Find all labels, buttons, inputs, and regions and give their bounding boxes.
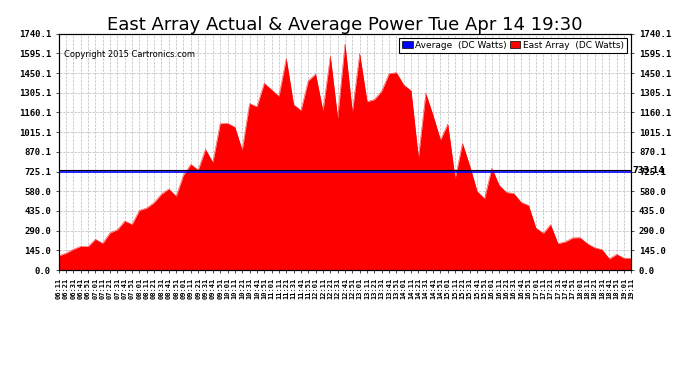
Legend: Average  (DC Watts), East Array  (DC Watts): Average (DC Watts), East Array (DC Watts…	[399, 38, 627, 53]
Text: Copyright 2015 Cartronics.com: Copyright 2015 Cartronics.com	[64, 50, 195, 59]
Text: 733.14: 733.14	[633, 166, 664, 175]
Title: East Array Actual & Average Power Tue Apr 14 19:30: East Array Actual & Average Power Tue Ap…	[107, 16, 583, 34]
